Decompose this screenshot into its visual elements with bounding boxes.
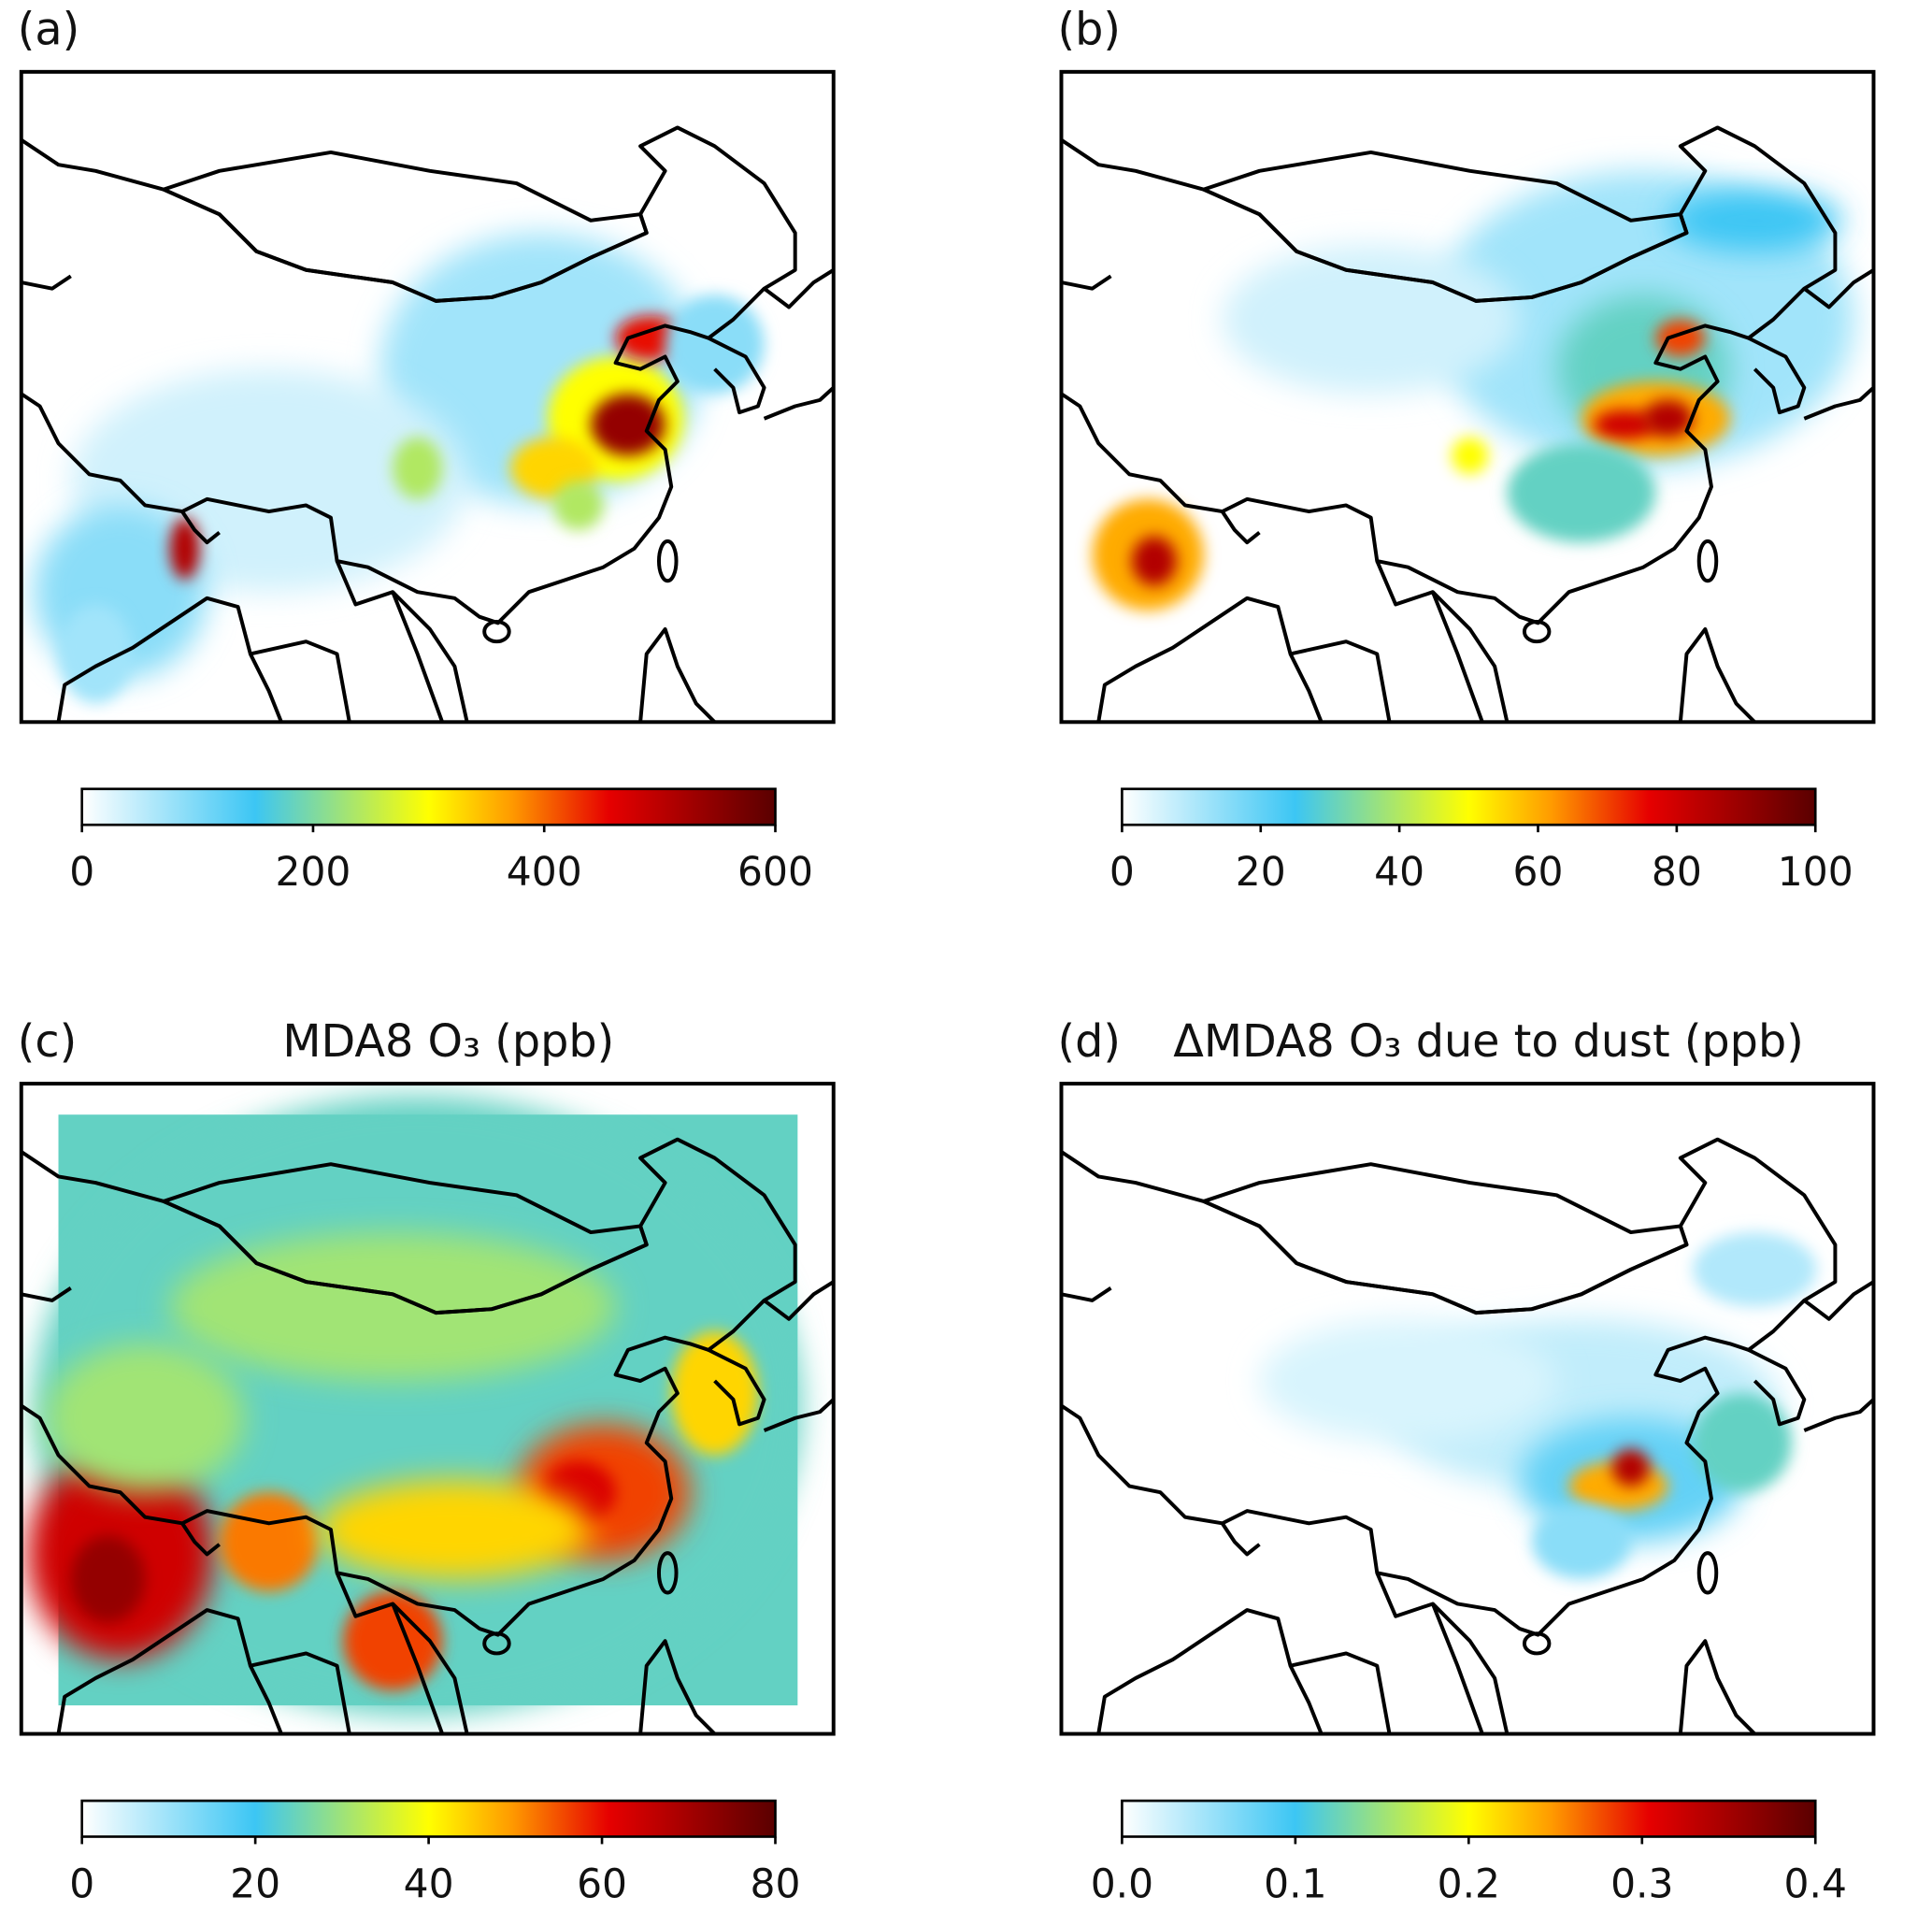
colorbar-gradient [1121, 1799, 1817, 1838]
heatmap-cell [1693, 1232, 1817, 1307]
heatmap-field [27, 1096, 802, 1716]
panel-title: ΔMDA8 O₃ due to dust (ppb) [1173, 1016, 1804, 1068]
colorbar-tick-label: 0 [69, 1861, 94, 1906]
colorbar-tick-label: 600 [737, 849, 813, 895]
colorbar-tick-label: 60 [577, 1861, 627, 1906]
heatmap-cell [591, 394, 665, 456]
map-frame [1059, 1082, 1876, 1736]
colorbar: 0 20 40 60 80 [69, 1799, 801, 1906]
heatmap-cell [169, 517, 200, 580]
colorbar-gradient [80, 1799, 777, 1838]
panel-label: (d) [1058, 1016, 1121, 1068]
colorbar-tick-label: 0.2 [1438, 1861, 1500, 1906]
colorbar-tick-label: 0.0 [1091, 1861, 1153, 1906]
colorbar-tick-label: 80 [751, 1861, 801, 1906]
map-area [19, 1082, 836, 1736]
heatmap-field [1259, 1232, 1817, 1579]
colorbar-tick-label: 0 [69, 849, 94, 895]
panel-title: MDA8 O₃ (ppb) [282, 1016, 614, 1068]
heatmap-cell [1507, 443, 1656, 543]
heatmap-cell [1667, 189, 1842, 251]
colorbar-gradient [80, 787, 777, 826]
heatmap-cell [1222, 245, 1520, 395]
heatmap-cell [219, 1492, 319, 1592]
panel-label: (b) [1058, 5, 1121, 56]
colorbar-tick-label: 0.1 [1264, 1861, 1326, 1906]
colorbar-tick-label: 40 [1374, 849, 1424, 895]
map-frame [19, 1082, 836, 1736]
heatmap-cell [665, 295, 765, 395]
map-panel-b: (b) 0 20 40 60 80 100 [1058, 5, 1876, 895]
colorbar-tick-label: 40 [404, 1861, 454, 1906]
heatmap-cell [169, 1232, 616, 1382]
map-panel-c: (c) MDA8 O₃ (ppb) 0 20 40 60 80 [18, 1016, 836, 1906]
heatmap-cell [671, 1331, 758, 1456]
heatmap-cell [70, 1535, 146, 1623]
heatmap-cell [1693, 1393, 1793, 1493]
panel-label: (c) [18, 1016, 77, 1068]
heatmap-cell [1611, 1448, 1650, 1487]
heatmap-cell [1594, 410, 1656, 440]
heatmap-cell [1643, 399, 1694, 438]
colorbar-tick-label: 0.3 [1610, 1861, 1673, 1906]
map-area [1059, 69, 1876, 725]
heatmap-cell [553, 480, 604, 530]
heatmap-cell [1259, 1318, 1557, 1444]
colorbar-tick-label: 60 [1513, 849, 1564, 895]
colorbar-tick-label: 400 [507, 849, 582, 895]
colorbar-tick-label: 0.4 [1784, 1861, 1847, 1906]
heatmap-cell [1132, 536, 1177, 586]
map-area [1059, 1082, 1876, 1736]
colorbar-tick-label: 20 [1236, 849, 1286, 895]
map-frame [1059, 69, 1876, 725]
heatmap-cell [1451, 437, 1489, 475]
colorbar: 0 20 40 60 80 100 [1109, 787, 1853, 895]
colorbar-tick-label: 100 [1778, 849, 1853, 895]
colorbar-gradient [1121, 787, 1817, 826]
colorbar-tick-label: 200 [276, 849, 351, 895]
panel-label: (a) [18, 5, 79, 56]
heatmap-field [34, 233, 765, 704]
heatmap-cell [318, 1479, 592, 1579]
heatmap-field [1092, 170, 1854, 611]
colorbar-tick-label: 80 [1652, 849, 1702, 895]
heatmap-cell [393, 437, 443, 499]
colorbar-tick-label: 20 [230, 1861, 280, 1906]
map-panel-a: (a) 0 200 400 600 [18, 5, 836, 895]
map-frame [19, 69, 836, 725]
heatmap-cell [1531, 1504, 1631, 1579]
colorbar: 0 200 400 600 [69, 787, 813, 895]
colorbar: 0.0 0.1 0.2 0.3 0.4 [1091, 1799, 1847, 1906]
heatmap-cell [46, 1343, 245, 1493]
map-panel-d: (d) ΔMDA8 O₃ due to dust (ppb)0.0 0.1 0.2 0.… [1058, 1016, 1876, 1906]
map-area [19, 69, 836, 725]
colorbar-tick-label: 0 [1109, 849, 1135, 895]
